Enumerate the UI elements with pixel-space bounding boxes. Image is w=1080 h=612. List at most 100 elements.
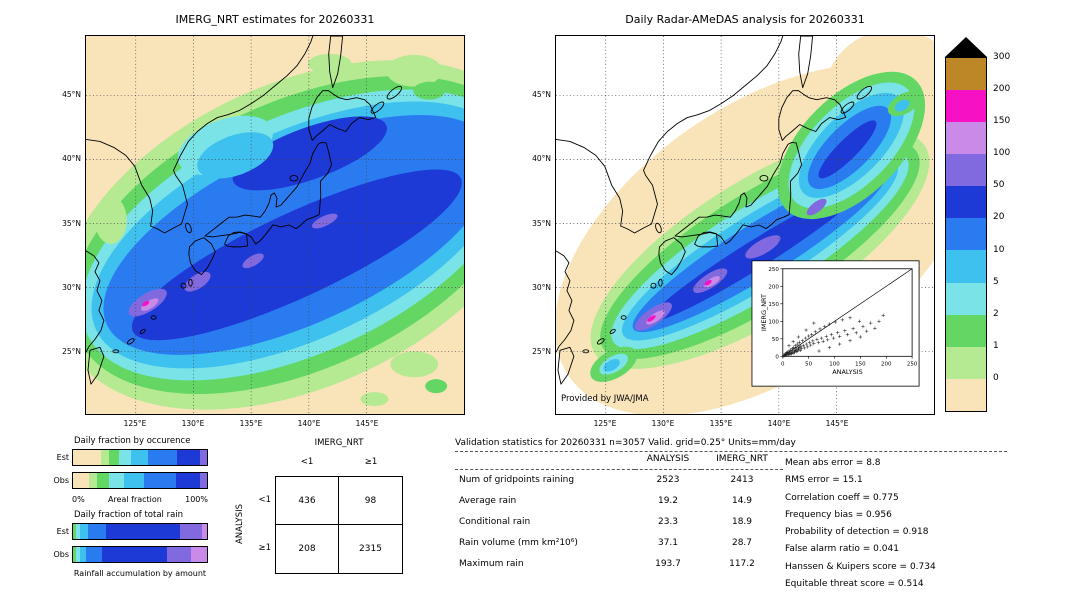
totalrain-fraction-chart: Daily fraction of total rain Est Obs Rain… (48, 510, 218, 578)
colorbar-tick-label: 20 (993, 212, 1005, 223)
validation-title: Validation statistics for 20260331 n=305… (455, 438, 796, 448)
right-map-title: Daily Radar-AMeDAS analysis for 20260331 (625, 13, 865, 26)
header-spacer (455, 454, 635, 470)
scatter-xlabel: ANALYSIS (832, 368, 862, 376)
lon-tick-label: 135°E (709, 419, 733, 428)
contingency-cell: 2315 (359, 544, 382, 554)
bar-segment-level-50 (177, 450, 201, 465)
bar-segment-level-100 (200, 450, 207, 465)
lat-tick-label: 45°N (62, 90, 81, 99)
stat-analysis-value: 19.2 (657, 496, 679, 506)
bar-row-obs: Obs (48, 546, 218, 563)
lat-tick-label: 30°N (532, 282, 551, 292)
bar-segment-level-1 (89, 473, 98, 488)
bar-segment-level-50 (102, 547, 167, 562)
bar-segment-level-100 (200, 473, 207, 488)
bar-segment-level-20 (147, 450, 178, 465)
axis-min-label: 0% (72, 495, 85, 504)
col-label: <1 (300, 457, 314, 467)
scatter-ylabel: IMERG_NRT (760, 294, 768, 331)
y-tick-label: 250 (768, 267, 779, 273)
bar-segment-level-5 (75, 547, 80, 562)
colorbar-segment-50 (946, 186, 986, 219)
stacked-bar (72, 523, 208, 540)
colorbar-scale (945, 57, 987, 412)
colorbar-segment-300 (946, 58, 986, 91)
left-map (85, 35, 465, 415)
y-tick-label: 150 (768, 302, 779, 308)
stat-row-label: Average rain (459, 496, 517, 506)
bar-segment-level-1 (101, 450, 110, 465)
lat-tick-label: 25°N (532, 347, 551, 356)
bar-segment-level-2 (109, 450, 119, 465)
colorbar-labels: 300 200 150 100 50 20 10 5 2 1 0 (993, 52, 1025, 422)
colorbar-segment-1 (946, 346, 986, 379)
bar-segment-level-0 (73, 473, 90, 488)
bar-segment-level-2 (73, 547, 76, 562)
x-tick-label: 100 (829, 361, 840, 367)
totalrain-chart-footer: Rainfall accumulation by amount (73, 569, 207, 578)
contingency-row-labels: <1 ≥1 (251, 476, 271, 572)
stat-imerg-value: 2413 (730, 475, 754, 485)
bar-segment-level-2 (73, 524, 76, 539)
lat-tick-label: 40°N (62, 154, 81, 164)
lon-tick-label: 140°E (297, 419, 321, 428)
lon-tick-label: 130°E (651, 419, 675, 428)
x-tick-label: 250 (907, 361, 918, 367)
bar-segment-level-10 (130, 450, 148, 465)
bar-segment-level-10 (123, 473, 144, 488)
x-tick-label: 0 (781, 361, 785, 367)
stat-analysis-value: 37.1 (657, 538, 679, 548)
colorbar-segment-200 (946, 90, 986, 123)
x-tick-label: 150 (855, 361, 866, 367)
bar-segment-level-50 (106, 524, 181, 539)
lat-tick-label: 30°N (62, 282, 81, 292)
stat-imerg-value: 18.9 (731, 517, 753, 527)
bar-segment-level-150 (201, 524, 207, 539)
stat-analysis-value: 193.7 (655, 559, 681, 569)
lon-tick-label: 140°E (767, 419, 791, 428)
colorbar-tick-label: 300 (993, 52, 1011, 62)
lon-tick-label: 135°E (239, 419, 263, 428)
contingency-row-group: ANALYSIS (235, 503, 245, 545)
score-line: Correlation coeff = 0.775 (785, 492, 899, 503)
occurrence-fraction-chart: Daily fraction by occurence Est Obs 0% Ar… (48, 436, 218, 504)
bar-segment-level-5 (75, 524, 80, 539)
lon-tick-label: 125°E (123, 419, 147, 428)
colorbar-tick-label: 0 (993, 372, 999, 383)
bar-segment-level-150 (190, 547, 207, 562)
colorbar-tick-label: 100 (993, 148, 1011, 159)
occurrence-chart-title: Daily fraction by occurence (74, 436, 191, 446)
colorbar-segment-150 (946, 122, 986, 155)
score-line: False alarm ratio = 0.041 (785, 544, 899, 555)
stat-analysis-value: 23.3 (657, 517, 679, 527)
stat-analysis-value: 2523 (656, 475, 680, 485)
lat-tick-label: 35°N (62, 218, 81, 228)
row-label: <1 (258, 495, 271, 505)
bar-segment-level-100 (166, 547, 191, 562)
row-label: ≥1 (258, 543, 271, 553)
stat-imerg-value: 28.7 (731, 538, 753, 548)
scatter-points (782, 313, 885, 358)
colorbar-tick-label: 1 (993, 340, 999, 351)
score-line: Mean abs error = 8.8 (785, 458, 881, 468)
bar-row-label: Obs (53, 476, 69, 485)
colorbar-segment-2 (946, 314, 986, 347)
bar-row-obs: Obs (48, 472, 218, 489)
stat-row-label: Maximum rain (459, 559, 524, 569)
x-tick-label: 50 (805, 361, 812, 367)
bar-segment-level-0 (73, 450, 102, 465)
score-line: Hanssen & Kuipers score = 0.734 (785, 561, 936, 572)
colorbar-tick-label: 5 (993, 276, 999, 287)
areal-fraction-axis: 0% Areal fraction 100% (72, 495, 208, 504)
lon-tick-label: 145°E (825, 419, 849, 428)
left-map-title: IMERG_NRT estimates for 20260331 (175, 13, 375, 26)
bar-row-label: Obs (53, 550, 69, 559)
validation-table: ANALYSIS IMERG_NRT Num of gridpoints rai… (455, 454, 1020, 575)
bar-segment-level-20 (143, 473, 177, 488)
contingency-col-group: IMERG_NRT (314, 438, 364, 448)
bar-segment-level-20 (86, 547, 103, 562)
lat-tick-label: 45°N (532, 90, 551, 99)
contingency-cell: 208 (276, 525, 339, 573)
